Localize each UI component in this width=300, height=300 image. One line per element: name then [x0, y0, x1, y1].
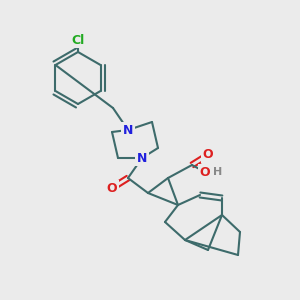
Text: Cl: Cl: [71, 34, 85, 46]
Text: O: O: [203, 148, 213, 161]
Text: O: O: [200, 166, 210, 178]
Text: N: N: [123, 124, 133, 136]
Text: O: O: [107, 182, 117, 194]
Text: H: H: [213, 167, 223, 177]
Text: N: N: [137, 152, 147, 164]
